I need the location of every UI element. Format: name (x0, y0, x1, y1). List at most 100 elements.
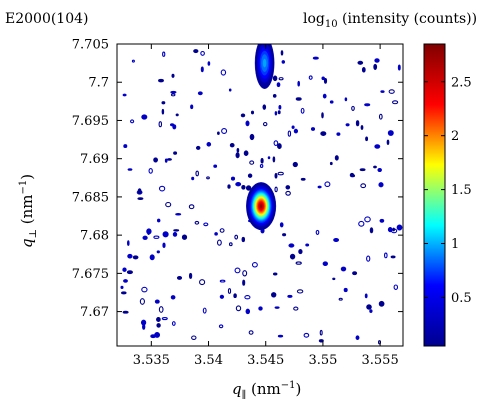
noise-contour (373, 165, 377, 169)
noise-contour (272, 272, 278, 276)
noise-contour (379, 218, 385, 223)
noise-contour (296, 289, 304, 294)
noise-contour (235, 152, 240, 159)
noise-contour (293, 128, 299, 134)
y-axis-label-unit-exp: −1 (18, 180, 29, 195)
noise-contour (207, 61, 211, 66)
noise-contour (120, 285, 124, 289)
x-axis-ticks: 3.535 3.54 3.545 3.55 3.555 (133, 44, 399, 368)
noise-contour (344, 97, 348, 102)
noise-contour (287, 294, 293, 298)
noise-contour (123, 279, 128, 283)
noise-contour (378, 300, 385, 307)
noise-contour (310, 127, 316, 131)
noise-contour (245, 308, 251, 315)
y-axis-label-unit: (nm (18, 194, 36, 229)
noise-contour (153, 157, 158, 163)
noise-contour (235, 182, 242, 187)
noise-contour (194, 220, 200, 225)
noise-contour (158, 121, 163, 128)
noise-contour (229, 143, 235, 148)
noise-contour (191, 176, 195, 181)
noise-contour (289, 253, 296, 260)
colorbar-title-suffix: (intensity (counts)) (338, 11, 477, 27)
noise-contour (390, 255, 396, 259)
noise-contour (236, 148, 240, 153)
noise-contour (278, 77, 284, 81)
noise-contour (308, 75, 313, 80)
noise-contour (349, 172, 355, 178)
noise-contour (220, 69, 227, 76)
noise-contour (358, 220, 365, 227)
noise-contour (230, 176, 236, 181)
noise-contour (199, 279, 206, 286)
noise-contour (148, 168, 153, 174)
noise-contour (279, 222, 284, 228)
y-axis-label: q⊥ (nm−1) (18, 174, 39, 248)
colorbar-tick-label: 2 (451, 129, 459, 144)
colorbar-title-prefix: log (303, 11, 325, 27)
noise-contour (127, 168, 133, 171)
noise-contour (158, 306, 164, 313)
y-axis-label-symbol: q (18, 238, 36, 248)
noise-contour (166, 158, 172, 161)
noise-contour (374, 144, 381, 149)
noise-contour (176, 275, 183, 280)
noise-contour (172, 232, 178, 237)
x-tick-label: 3.535 (133, 353, 170, 368)
noise-contour (126, 270, 133, 275)
noise-contour (366, 304, 372, 310)
noise-contour (197, 91, 203, 96)
noise-contour (234, 234, 239, 240)
noise-contour (203, 222, 209, 227)
noise-contour (206, 142, 212, 147)
noise-contour (158, 185, 166, 192)
noise-contour (219, 294, 225, 299)
x-tick-label: 3.54 (194, 353, 223, 368)
noise-contour (195, 170, 199, 177)
noise-contour (291, 125, 295, 129)
noise-contour (285, 190, 291, 196)
main-peak-contour (259, 204, 263, 209)
noise-contour (274, 172, 278, 179)
noise-contour (357, 60, 364, 65)
noise-contour (338, 297, 343, 301)
noise-contour (188, 272, 193, 279)
noise-contour (142, 323, 146, 330)
noise-contour (322, 93, 327, 99)
noise-contour (141, 286, 148, 293)
y-tick-label: 7.685 (72, 190, 109, 205)
colorbar-tick-label: 1.5 (451, 183, 472, 198)
noise-contour (360, 125, 364, 130)
noise-contour (315, 229, 320, 235)
noise-contour (259, 164, 264, 168)
y-tick-label: 7.705 (72, 38, 109, 53)
x-tick-label: 3.555 (362, 353, 399, 368)
noise-contour (221, 127, 228, 135)
noise-contour (321, 76, 325, 81)
noise-contour (392, 100, 399, 105)
colorbar-ticks: 0.5 1 1.5 2 2.5 (424, 75, 472, 306)
colorbar-tick-label: 0.5 (451, 291, 472, 306)
noise-contour (323, 78, 328, 84)
noise-contour (243, 150, 249, 157)
colorbar-tick-label: 2.5 (451, 75, 472, 90)
noise-contour (131, 59, 135, 63)
noise-contour (121, 291, 127, 295)
noise-contour (228, 88, 232, 92)
noise-contour (393, 284, 399, 290)
noise-contour (258, 306, 263, 311)
noise-contour (170, 93, 176, 97)
noise-contour (250, 110, 255, 115)
noise-contour (142, 235, 148, 240)
x-tick-label: 3.55 (308, 353, 337, 368)
noise-contour (329, 161, 333, 166)
noise-contour (277, 171, 284, 176)
noise-contour (123, 144, 128, 149)
noise-contour (303, 332, 310, 338)
noise-contour (141, 114, 148, 120)
noise-contour (332, 277, 336, 281)
noise-contour (137, 188, 142, 195)
noise-contour (352, 271, 358, 276)
